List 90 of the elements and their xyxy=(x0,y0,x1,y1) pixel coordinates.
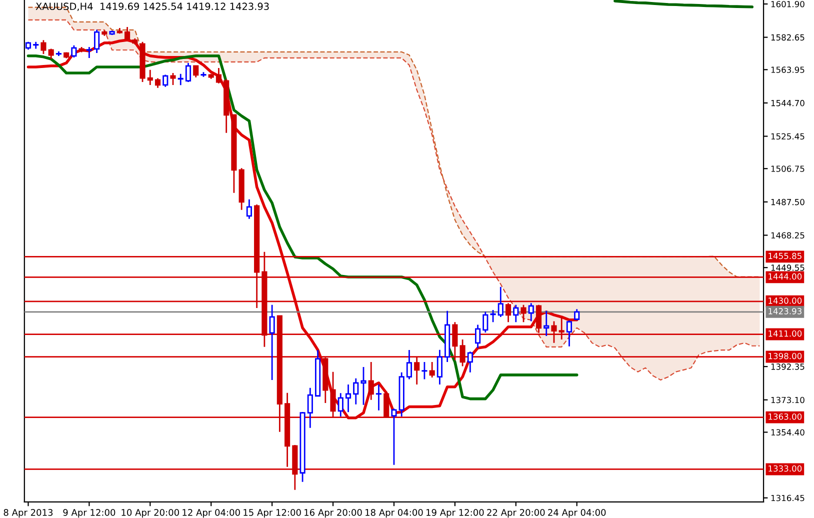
candlestick xyxy=(574,308,580,321)
candlestick xyxy=(269,304,275,381)
candlestick xyxy=(300,411,306,483)
y-tick-label: 1392.35 xyxy=(771,364,804,370)
y-tick-label: 1525.45 xyxy=(771,133,804,140)
chart-title: XAUUSD,H4 1419.69 1425.54 1419.12 1423.93 xyxy=(36,2,269,12)
candlestick xyxy=(64,52,70,60)
x-tick-label: 16 Apr 20:00 xyxy=(304,509,362,518)
y-tick-label: 1449.55 xyxy=(771,264,804,271)
candlestick xyxy=(147,69,153,86)
x-tick-label: 24 Apr 04:00 xyxy=(548,509,606,518)
ref-line-label: 1398.00 xyxy=(768,352,802,360)
candlestick xyxy=(490,309,496,323)
candlestick xyxy=(467,350,473,374)
candlestick xyxy=(231,114,237,194)
candlestick xyxy=(154,78,161,89)
candlestick xyxy=(391,408,397,466)
candlestick xyxy=(40,39,46,55)
candlestick xyxy=(498,286,504,318)
candlestick xyxy=(193,64,199,78)
candlestick xyxy=(178,73,184,86)
x-tick-label: 8 Apr 2013 xyxy=(4,509,53,518)
candlestick xyxy=(216,67,222,84)
candlestick xyxy=(185,62,192,83)
candlestick xyxy=(33,41,39,50)
candlestick xyxy=(200,71,206,78)
y-tick-label: 1468.25 xyxy=(771,232,804,239)
candlestick xyxy=(140,41,146,83)
candlestick xyxy=(132,38,138,46)
candlestick xyxy=(56,50,62,57)
ref-line-label: 1333.00 xyxy=(768,465,802,472)
x-tick-label: 10 Apr 20:00 xyxy=(122,509,179,518)
candlestick xyxy=(307,387,313,429)
y-tick-label: 1373.10 xyxy=(771,396,804,404)
y-tick-label: 1506.75 xyxy=(771,166,804,172)
y-tick-label: 1354.40 xyxy=(771,429,804,436)
candlestick xyxy=(528,302,534,322)
x-tick-label: 12 Apr 04:00 xyxy=(182,509,240,518)
x-tick-label: 15 Apr 12:00 xyxy=(244,509,301,518)
candlestick xyxy=(422,361,428,380)
candlestick xyxy=(124,26,130,41)
candlestick xyxy=(513,304,519,323)
candlestick xyxy=(25,41,32,50)
candlestick xyxy=(48,48,54,60)
candlestick xyxy=(246,198,252,220)
candlestick xyxy=(406,349,412,380)
candlestick xyxy=(345,384,352,413)
x-tick-label: 22 Apr 20:00 xyxy=(487,509,545,518)
candlestick xyxy=(544,310,550,337)
candlestick xyxy=(368,361,374,401)
candlestick xyxy=(444,310,450,363)
candlestick xyxy=(520,304,526,323)
candlestick xyxy=(314,349,321,398)
candlestick xyxy=(482,311,488,334)
candlestick xyxy=(162,74,168,88)
candlestick xyxy=(566,320,572,348)
y-tick-label: 1601.90 xyxy=(771,0,804,8)
candlestick xyxy=(71,44,77,58)
y-tick-label: 1582.65 xyxy=(771,34,804,41)
candlestick xyxy=(109,30,115,36)
y-tick-label: 1563.95 xyxy=(771,66,804,73)
candlestick xyxy=(208,73,214,80)
candlestick xyxy=(475,324,481,349)
x-tick-label: 18 Apr 04:00 xyxy=(366,509,423,518)
candlestick xyxy=(102,30,108,37)
candlestick xyxy=(94,29,100,54)
candlestick xyxy=(238,167,244,211)
candlestick xyxy=(376,384,382,412)
y-tick-label: 1487.50 xyxy=(771,198,804,206)
y-tick-label: 1544.70 xyxy=(771,100,804,106)
candlestick xyxy=(170,72,176,86)
candlestick xyxy=(86,46,92,59)
candlestick xyxy=(429,361,435,378)
candlestick xyxy=(360,366,366,406)
ref-line-label: 1423.93 xyxy=(768,308,802,314)
ref-line-label: 1455.85 xyxy=(768,252,802,260)
candlestick xyxy=(353,378,359,406)
x-tick-label: 19 Apr 12:00 xyxy=(426,509,484,518)
ref-line-label: 1411.00 xyxy=(768,330,802,337)
candlestick xyxy=(338,392,344,418)
ref-line-label: 1430.00 xyxy=(768,298,802,304)
candlestick xyxy=(116,27,122,34)
ref-line-label: 1363.00 xyxy=(768,413,802,420)
candlestick xyxy=(78,46,84,53)
candlestick xyxy=(436,349,442,386)
candlestick xyxy=(224,78,230,134)
candlestick xyxy=(398,372,404,418)
x-tick-label: 9 Apr 12:00 xyxy=(63,509,116,518)
y-tick-label: 1316.45 xyxy=(771,494,804,502)
ref-line-label: 1444.00 xyxy=(768,273,802,280)
